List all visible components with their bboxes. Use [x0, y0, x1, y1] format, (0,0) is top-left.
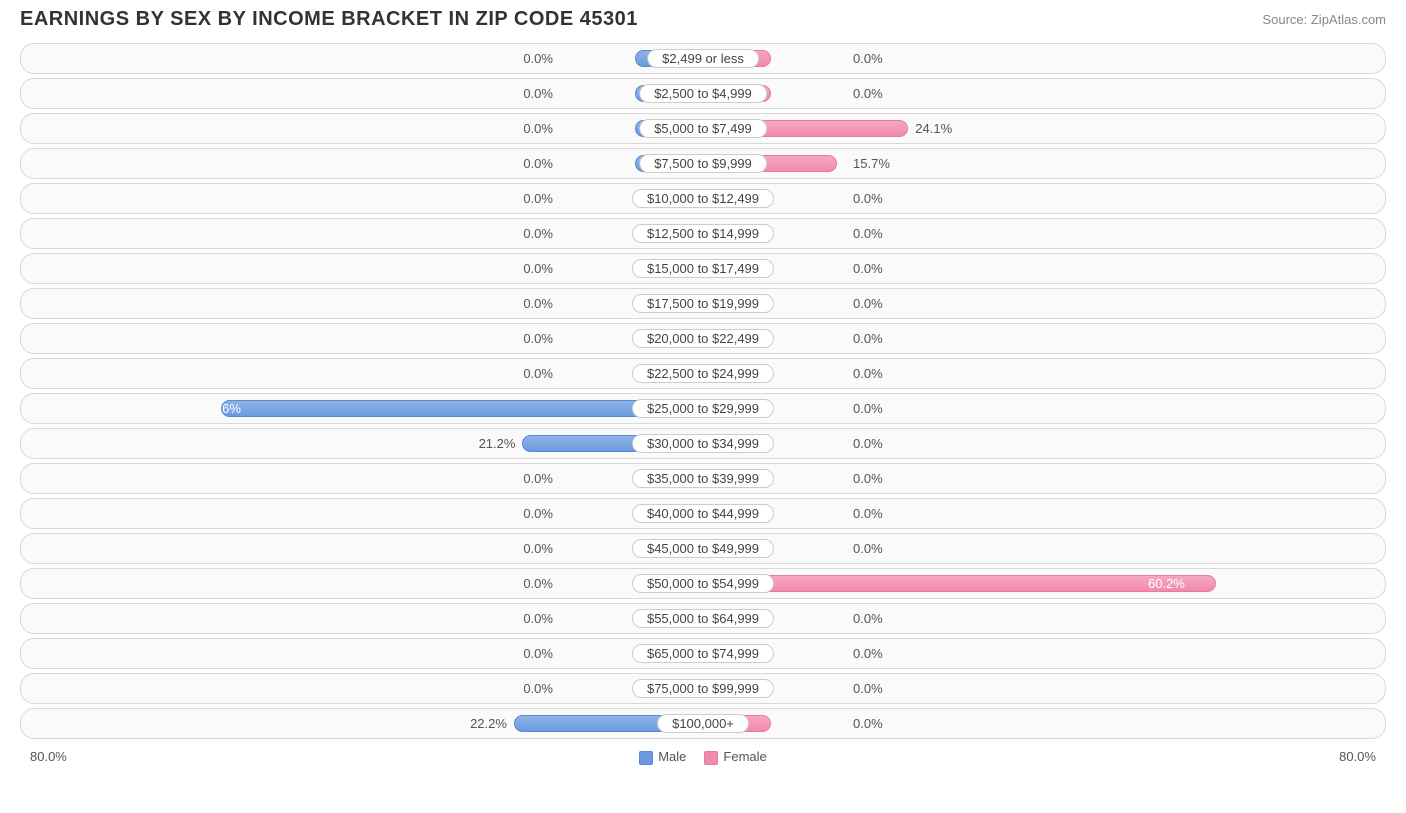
chart-row: 0.0% 0.0% $20,000 to $22,499	[20, 323, 1386, 354]
chart-row: 0.0% 0.0% $2,500 to $4,999	[20, 78, 1386, 109]
category-label: $65,000 to $74,999	[632, 644, 774, 663]
male-value: 0.0%	[523, 646, 553, 661]
category-label: $5,000 to $7,499	[639, 119, 767, 138]
male-value: 0.0%	[523, 331, 553, 346]
female-value: 0.0%	[853, 86, 883, 101]
chart-row: 0.0% 0.0% $35,000 to $39,999	[20, 463, 1386, 494]
female-bar	[703, 575, 1216, 592]
female-value: 0.0%	[853, 611, 883, 626]
legend-female-label: Female	[723, 749, 766, 764]
female-value: 0.0%	[853, 401, 883, 416]
male-value: 0.0%	[523, 576, 553, 591]
male-value: 0.0%	[523, 506, 553, 521]
male-value: 0.0%	[523, 366, 553, 381]
category-label: $30,000 to $34,999	[632, 434, 774, 453]
male-value: 0.0%	[523, 296, 553, 311]
male-value: 0.0%	[523, 156, 553, 171]
chart-row: 0.0% 0.0% $55,000 to $64,999	[20, 603, 1386, 634]
female-value: 0.0%	[853, 506, 883, 521]
female-value: 0.0%	[853, 436, 883, 451]
male-value: 0.0%	[523, 261, 553, 276]
male-value: 0.0%	[523, 191, 553, 206]
male-bar	[221, 400, 704, 417]
chart-title: EARNINGS BY SEX BY INCOME BRACKET IN ZIP…	[20, 8, 638, 31]
female-value: 0.0%	[853, 331, 883, 346]
category-label: $25,000 to $29,999	[632, 399, 774, 418]
chart-row: 0.0% 0.0% $75,000 to $99,999	[20, 673, 1386, 704]
chart-body: 0.0% 0.0% $2,499 or less 0.0% 0.0% $2,500 to …	[0, 43, 1406, 739]
source-attribution: Source: ZipAtlas.com	[1262, 12, 1386, 27]
male-value: 0.0%	[523, 681, 553, 696]
chart-row: 22.2% 0.0% $100,000+	[20, 708, 1386, 739]
legend-male: Male	[639, 749, 686, 765]
category-label: $2,499 or less	[647, 49, 759, 68]
axis-label-right: 80.0%	[1339, 749, 1376, 764]
male-value: 0.0%	[523, 541, 553, 556]
male-value: 0.0%	[523, 121, 553, 136]
category-label: $10,000 to $12,499	[632, 189, 774, 208]
male-value: 0.0%	[523, 86, 553, 101]
category-label: $15,000 to $17,499	[632, 259, 774, 278]
chart-row: 0.0% 15.7% $7,500 to $9,999	[20, 148, 1386, 179]
male-value: 0.0%	[523, 226, 553, 241]
female-value: 15.7%	[853, 156, 890, 171]
category-label: $17,500 to $19,999	[632, 294, 774, 313]
category-label: $50,000 to $54,999	[632, 574, 774, 593]
female-value: 0.0%	[853, 366, 883, 381]
category-label: $35,000 to $39,999	[632, 469, 774, 488]
male-value: 0.0%	[523, 471, 553, 486]
category-label: $22,500 to $24,999	[632, 364, 774, 383]
female-swatch-icon	[704, 751, 718, 765]
female-value: 0.0%	[853, 681, 883, 696]
male-value: 56.6%	[204, 401, 241, 416]
male-value: 22.2%	[470, 716, 507, 731]
category-label: $20,000 to $22,499	[632, 329, 774, 348]
chart-row: 0.0% 0.0% $22,500 to $24,999	[20, 358, 1386, 389]
male-swatch-icon	[639, 751, 653, 765]
male-value: 0.0%	[523, 51, 553, 66]
female-value: 0.0%	[853, 716, 883, 731]
chart-row: 21.2% 0.0% $30,000 to $34,999	[20, 428, 1386, 459]
legend-male-label: Male	[658, 749, 686, 764]
axis-label-left: 80.0%	[30, 749, 67, 764]
chart-row: 0.0% 0.0% $65,000 to $74,999	[20, 638, 1386, 669]
category-label: $7,500 to $9,999	[639, 154, 767, 173]
category-label: $75,000 to $99,999	[632, 679, 774, 698]
category-label: $40,000 to $44,999	[632, 504, 774, 523]
female-value: 0.0%	[853, 296, 883, 311]
chart-row: 56.6% 0.0% $25,000 to $29,999	[20, 393, 1386, 424]
category-label: $100,000+	[657, 714, 749, 733]
male-value: 21.2%	[479, 436, 516, 451]
chart-row: 0.0% 24.1% $5,000 to $7,499	[20, 113, 1386, 144]
chart-row: 0.0% 0.0% $17,500 to $19,999	[20, 288, 1386, 319]
legend-female: Female	[704, 749, 766, 765]
chart-row: 0.0% 0.0% $2,499 or less	[20, 43, 1386, 74]
legend: Male Female	[639, 749, 767, 765]
female-value: 0.0%	[853, 646, 883, 661]
chart-row: 0.0% 0.0% $12,500 to $14,999	[20, 218, 1386, 249]
female-value: 0.0%	[853, 541, 883, 556]
female-value: 0.0%	[853, 471, 883, 486]
category-label: $45,000 to $49,999	[632, 539, 774, 558]
female-value: 0.0%	[853, 51, 883, 66]
female-value: 0.0%	[853, 261, 883, 276]
female-value: 0.0%	[853, 191, 883, 206]
male-value: 0.0%	[523, 611, 553, 626]
female-value: 0.0%	[853, 226, 883, 241]
chart-row: 0.0% 0.0% $40,000 to $44,999	[20, 498, 1386, 529]
female-value: 60.2%	[1148, 576, 1185, 591]
chart-row: 0.0% 0.0% $10,000 to $12,499	[20, 183, 1386, 214]
category-label: $12,500 to $14,999	[632, 224, 774, 243]
category-label: $55,000 to $64,999	[632, 609, 774, 628]
chart-row: 0.0% 60.2% $50,000 to $54,999	[20, 568, 1386, 599]
chart-row: 0.0% 0.0% $15,000 to $17,499	[20, 253, 1386, 284]
female-value: 24.1%	[915, 121, 952, 136]
chart-row: 0.0% 0.0% $45,000 to $49,999	[20, 533, 1386, 564]
category-label: $2,500 to $4,999	[639, 84, 767, 103]
